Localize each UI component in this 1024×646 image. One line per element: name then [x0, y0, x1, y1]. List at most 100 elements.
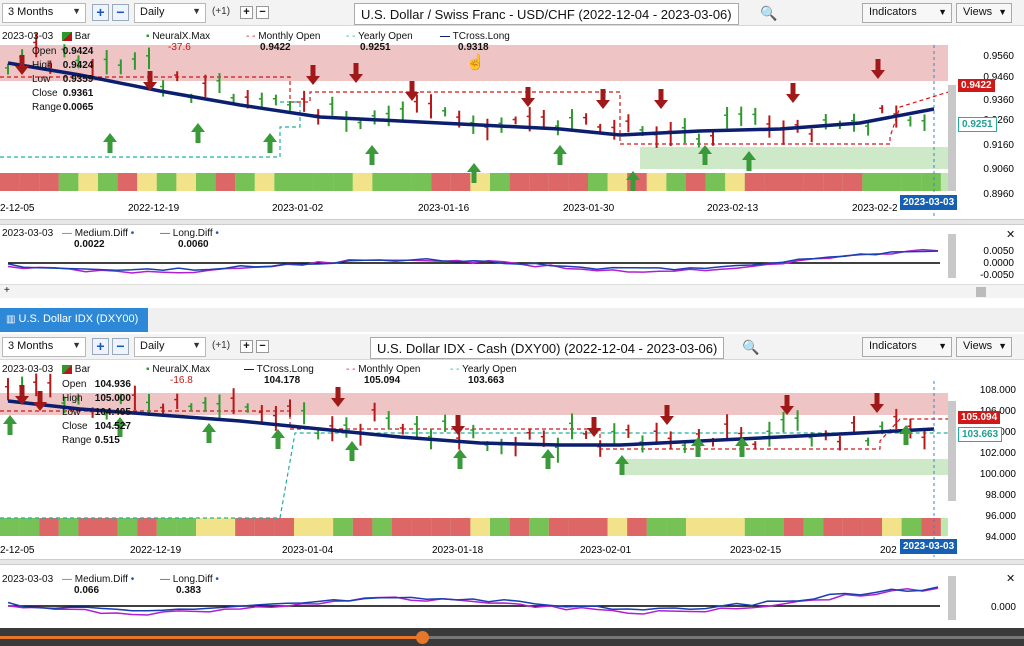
up-arrow-icon	[271, 429, 285, 438]
close-icon[interactable]: ✕	[1006, 229, 1016, 241]
scroll-handle-icon[interactable]: +	[4, 285, 10, 296]
long-diff-label: Long.Diff	[172, 574, 213, 585]
indicators-button[interactable]: Indicators ▼	[862, 337, 952, 357]
progress-track[interactable]	[0, 636, 1024, 639]
up-arrow-icon	[735, 437, 749, 446]
scroll-indicator[interactable]	[948, 576, 956, 620]
symbol-title-field[interactable]: U.S. Dollar IDX - Cash (DXY00) (2022-12-…	[370, 337, 725, 359]
zoom-out-button[interactable]: −	[112, 338, 129, 355]
interval-select[interactable]: Daily ▼	[134, 337, 206, 357]
scroll-thumb[interactable]	[976, 287, 986, 297]
signal-block	[235, 173, 255, 191]
views-button[interactable]: Views ▼	[956, 3, 1012, 23]
long-diff-value: 0.0060	[178, 239, 209, 250]
views-button[interactable]: Views ▼	[956, 337, 1012, 357]
open-label: Open	[62, 379, 87, 390]
progress-handle[interactable]	[416, 631, 429, 644]
remove-button[interactable]: −	[256, 340, 269, 353]
zoom-out-button[interactable]: −	[112, 4, 129, 21]
high-label: High	[32, 60, 53, 71]
y-tick: 0.000	[991, 602, 1016, 613]
up-arrow-icon	[349, 449, 355, 461]
period-select[interactable]: 3 Months ▼	[2, 3, 86, 23]
down-arrow-icon	[19, 55, 25, 67]
up-arrow-icon	[113, 417, 127, 426]
interval-select[interactable]: Daily ▼	[134, 3, 206, 23]
tcross-value: 104.178	[264, 375, 301, 386]
dxy-chart-panel[interactable]: 108.000 106.000 104.000 102.000 100.000 …	[0, 361, 1024, 557]
info-dot-icon: •	[215, 574, 219, 585]
x-tick: 2-12-05	[0, 203, 35, 214]
up-arrow-icon	[267, 141, 273, 153]
scroll-indicator[interactable]	[948, 234, 956, 278]
signal-block	[117, 518, 138, 536]
down-arrow-icon	[596, 100, 610, 109]
down-arrow-icon	[37, 391, 43, 403]
high-value: 0.9424	[62, 60, 94, 71]
close-icon[interactable]: ✕	[1006, 573, 1016, 585]
dxy-diff-panel[interactable]: 0.000 2023-03-03 — Medium.Diff • 0.066 — …	[0, 566, 1024, 628]
panel-divider[interactable]	[0, 219, 1024, 225]
signal-block	[176, 518, 196, 536]
y-tick: -0.0050	[980, 270, 1014, 281]
signal-block	[156, 518, 177, 536]
long-diff-value: 0.383	[176, 585, 202, 596]
tab-dxy00[interactable]: ▥ U.S. Dollar IDX (DXY00)	[0, 308, 148, 332]
close-value: 0.9361	[62, 88, 94, 99]
y-tick: 0.9360	[983, 95, 1014, 106]
yearly-open-line	[0, 432, 958, 519]
horizontal-scrollbar[interactable]: +	[0, 284, 1024, 298]
symbol-title-field[interactable]: U.S. Dollar / Swiss Franc - USD/CHF (202…	[354, 3, 739, 25]
signal-block	[274, 173, 294, 191]
range-label: Range	[62, 435, 92, 446]
period-select[interactable]: 3 Months ▼	[2, 337, 86, 357]
signal-block	[784, 518, 804, 536]
remove-button[interactable]: −	[256, 6, 269, 19]
bar-legend: Bar	[62, 364, 90, 375]
neural-signal-strip	[0, 518, 941, 536]
dashed-line-icon: - -	[246, 31, 256, 42]
chevron-down-icon: ▼	[192, 6, 201, 16]
bottom-toolbar: 3 Months ▼ + − Daily ▼ (+1) + − U.S. Dolla…	[0, 334, 1024, 360]
add-button[interactable]: +	[240, 340, 253, 353]
signal-block	[607, 173, 628, 191]
search-icon[interactable]: 🔍	[742, 339, 760, 355]
signal-block	[725, 518, 745, 536]
yearly-open-label: Yearly Open	[358, 31, 413, 42]
line-icon: —	[160, 574, 170, 585]
signal-block	[176, 173, 196, 191]
tcross-legend: — TCross.Long 104.178	[244, 364, 314, 386]
range-label: Range	[32, 102, 62, 113]
x-tick: 2023-01-04	[282, 545, 334, 556]
medium-diff-value: 0.066	[74, 585, 100, 596]
signal-block	[882, 173, 902, 191]
info-dot-icon: •	[130, 228, 135, 239]
close-label: Close	[32, 88, 58, 99]
zoom-in-button[interactable]: +	[92, 4, 109, 21]
indicators-button[interactable]: Indicators ▼	[862, 3, 952, 23]
up-arrow-icon	[746, 159, 752, 171]
zoom-in-button[interactable]: +	[92, 338, 109, 355]
up-arrow-icon	[103, 133, 117, 142]
interval-value: Daily	[140, 6, 165, 18]
playback-bar[interactable]	[0, 628, 1024, 646]
down-arrow-icon	[660, 416, 674, 425]
signal-arrows	[3, 385, 913, 475]
signal-block	[137, 518, 157, 536]
tcross-legend: — TCross.Long 0.9318	[440, 31, 510, 53]
signal-block	[901, 518, 922, 536]
usdchf-diff-panel[interactable]: 0.0050 0.0000 -0.0050 2023-03-03 — Mediu…	[0, 226, 1024, 284]
neuralx-legend: ▪ NeuralX.Max -37.6	[146, 31, 210, 53]
chevron-down-icon: ▼	[72, 340, 81, 350]
tcross-long-line	[7, 399, 935, 447]
signal-block	[39, 173, 59, 191]
long-diff-line	[7, 586, 939, 612]
signal-block	[78, 173, 98, 191]
scroll-indicator[interactable]	[948, 85, 956, 191]
up-arrow-icon	[739, 445, 745, 457]
usdchf-chart-panel[interactable]: 0.9560 0.9460 0.9360 0.9260 0.9160 0.906…	[0, 27, 1024, 217]
add-button[interactable]: +	[240, 6, 253, 19]
search-icon[interactable]: 🔍	[760, 5, 778, 21]
scroll-indicator[interactable]	[948, 401, 956, 501]
panel-divider[interactable]	[0, 559, 1024, 565]
